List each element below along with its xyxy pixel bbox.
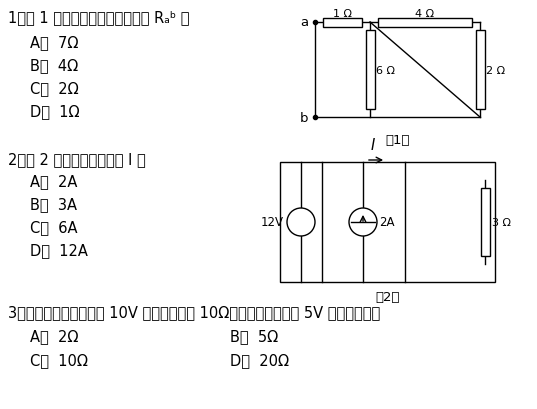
Bar	[475, 31, 484, 110]
Text: 2 Ω: 2 Ω	[487, 65, 506, 75]
Text: −: −	[295, 226, 305, 239]
Text: +: +	[295, 206, 305, 219]
Text: 1 Ω: 1 Ω	[333, 9, 352, 19]
Text: D．  1Ω: D． 1Ω	[30, 104, 79, 119]
Text: B．  3A: B． 3A	[30, 196, 77, 211]
Text: B．  4Ω: B． 4Ω	[30, 58, 78, 73]
Text: 题2图: 题2图	[375, 290, 400, 303]
Bar	[323, 18, 362, 27]
Text: 12V: 12V	[261, 216, 284, 229]
Bar	[366, 31, 374, 110]
Text: D．  20Ω: D． 20Ω	[230, 352, 289, 367]
Text: 题1图: 题1图	[385, 134, 410, 147]
Text: C．  6A: C． 6A	[30, 220, 77, 234]
Text: D．  12A: D． 12A	[30, 243, 88, 257]
Text: 4 Ω: 4 Ω	[416, 9, 434, 19]
Text: 2．题 2 图所示电路的电流 I 为: 2．题 2 图所示电路的电流 I 为	[8, 152, 146, 166]
Text: a: a	[300, 16, 308, 29]
Text: 3 Ω: 3 Ω	[491, 218, 511, 227]
Text: C．  2Ω: C． 2Ω	[30, 81, 78, 96]
Bar	[378, 18, 472, 27]
Circle shape	[287, 209, 315, 236]
Text: 3．当某电阻两端电压为 10V 时，电阻值为 10Ω；当两端电压降至 5V 时，电阻值为: 3．当某电阻两端电压为 10V 时，电阻值为 10Ω；当两端电压降至 5V 时，…	[8, 304, 380, 319]
Text: $I$: $I$	[370, 137, 376, 153]
Text: A．  7Ω: A． 7Ω	[30, 35, 78, 50]
Text: A．  2A: A． 2A	[30, 173, 77, 189]
Bar	[481, 189, 490, 256]
Bar	[280, 163, 495, 282]
Text: A．  2Ω: A． 2Ω	[30, 328, 78, 343]
Text: B．  5Ω: B． 5Ω	[230, 328, 278, 343]
Circle shape	[349, 209, 377, 236]
Text: C．  10Ω: C． 10Ω	[30, 352, 88, 367]
Text: 1．题 1 图所示电路中的等效电阻 Rₐᵇ 为: 1．题 1 图所示电路中的等效电阻 Rₐᵇ 为	[8, 10, 190, 25]
Text: 2A: 2A	[379, 216, 395, 229]
Text: 6 Ω: 6 Ω	[376, 65, 395, 75]
Text: b: b	[300, 111, 308, 124]
